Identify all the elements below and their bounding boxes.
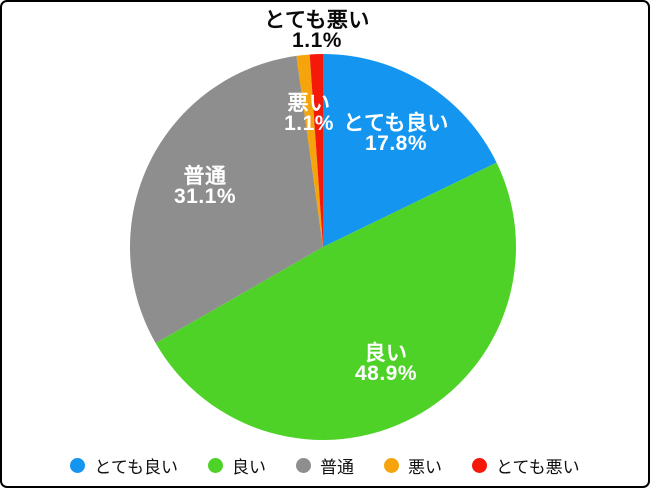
pie-slice-1 <box>155 162 516 440</box>
pie-slice-2 <box>130 55 323 344</box>
legend-dot-icon <box>472 457 487 473</box>
legend-label: 普通 <box>320 457 354 477</box>
slice-label-name: とても良い <box>343 112 449 135</box>
legend-label: とても悪い <box>496 457 580 477</box>
slice-label-pct: 1.1% <box>292 29 342 52</box>
slice-label-normal: 普通 31.1% <box>173 165 237 208</box>
legend-label: とても良い <box>94 457 178 477</box>
slice-label-good: 良い 48.9% <box>354 342 418 385</box>
slice-label-pct: 1.1% <box>284 112 334 135</box>
slice-label-bad: 悪い 1.1% <box>284 92 334 135</box>
slice-label-name: とても悪い <box>264 9 370 32</box>
slice-label-very-bad: とても悪い 1.1% <box>264 9 370 52</box>
legend-dot-icon <box>384 457 399 473</box>
pie-slice-3 <box>296 54 323 248</box>
legend-item-very-good: とても良い <box>70 453 178 478</box>
legend-label: 悪い <box>408 457 442 477</box>
slice-label-very-good: とても良い 17.8% <box>343 112 449 155</box>
pie-slice-0 <box>323 54 497 247</box>
legend-dot-icon <box>296 457 311 473</box>
slice-label-pct: 48.9% <box>354 362 418 385</box>
legend-item-normal: 普通 <box>296 453 354 478</box>
legend-item-good: 良い <box>208 453 266 478</box>
legend-dot-icon <box>70 457 86 473</box>
slice-label-name: 普通 <box>183 165 227 188</box>
slice-label-name: 悪い <box>287 92 331 115</box>
legend-label: 良い <box>232 457 266 477</box>
pie-slice-4 <box>309 53 323 247</box>
slice-label-name: 良い <box>364 342 408 365</box>
legend-item-very-bad: とても悪い <box>472 453 580 478</box>
legend-item-bad: 悪い <box>384 453 442 478</box>
legend-dot-icon <box>208 457 223 473</box>
slice-label-pct: 31.1% <box>173 185 237 208</box>
chart-legend: とても良い 良い 普通 悪い とても悪い <box>2 452 648 478</box>
slice-label-pct: 17.8% <box>364 132 428 155</box>
